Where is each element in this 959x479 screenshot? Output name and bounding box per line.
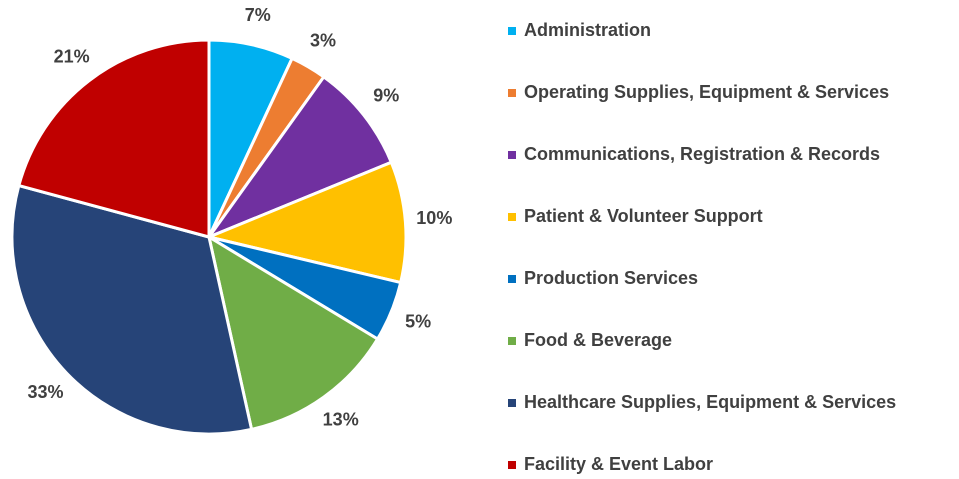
data-label: 7% [245, 5, 271, 25]
legend-swatch [508, 275, 516, 283]
pie-slice [17, 38, 211, 239]
legend-label: Production Services [524, 268, 698, 288]
data-label: 10% [416, 208, 452, 228]
legend-label: Operating Supplies, Equipment & Services [524, 82, 889, 102]
pie-slice [206, 233, 380, 432]
data-label: 3% [310, 31, 336, 51]
data-label: 33% [27, 382, 63, 402]
data-label: 13% [323, 409, 359, 429]
pie-slice [10, 183, 254, 436]
legend-label: Healthcare Supplies, Equipment & Service… [524, 392, 896, 412]
pie-slice [204, 74, 394, 241]
data-label: 9% [373, 86, 399, 106]
legend-swatch [508, 89, 516, 97]
data-label: 21% [54, 46, 90, 66]
legend-swatch [508, 337, 516, 345]
legend-swatch [508, 399, 516, 407]
legend-label: Food & Beverage [524, 330, 672, 350]
legend-swatch [508, 151, 516, 159]
legend-swatch [508, 213, 516, 221]
legend-label: Patient & Volunteer Support [524, 206, 763, 226]
legend-label: Administration [524, 20, 651, 40]
legend-swatch [508, 461, 516, 469]
pie-slice [204, 160, 408, 285]
legend-label: Communications, Registration & Records [524, 144, 880, 164]
legend-label: Facility & Event Labor [524, 454, 713, 474]
data-label: 5% [405, 311, 431, 331]
legend-swatch [508, 27, 516, 35]
